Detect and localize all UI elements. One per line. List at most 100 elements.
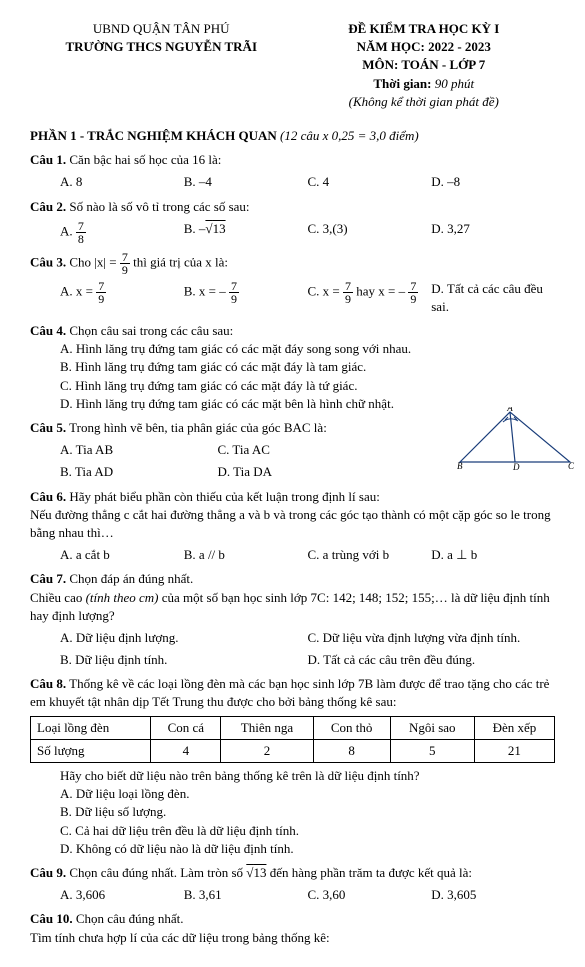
duration-line: Thời gian: 90 phút	[293, 75, 556, 93]
q3-c-mid: hay x = –	[353, 283, 408, 298]
q9-text-post: đến hàng phần trăm ta được kết quả là:	[266, 865, 472, 880]
q1-b: B. –4	[184, 173, 308, 191]
q8-c: C. Cả hai dữ liệu trên đều là dữ liệu đị…	[60, 822, 555, 840]
q2-a-den: 8	[76, 233, 86, 245]
q2-a-pre: A.	[60, 223, 76, 238]
q1-d: D. –8	[431, 173, 555, 191]
q2-b-rad: 13	[213, 221, 226, 236]
q3-text-pre: Cho |x| =	[69, 254, 119, 269]
q6-c: C. a trùng với b	[308, 546, 432, 564]
q7-b: B. Dữ liệu định tính.	[60, 651, 308, 669]
q2-a: A. 78	[60, 220, 184, 245]
part1-title: PHẦN 1 - TRẮC NGHIỆM KHÁCH QUAN (12 câu …	[30, 127, 555, 145]
q3-c-pre: C. x =	[308, 283, 344, 298]
q6-d: D. a ⊥ b	[431, 546, 555, 564]
q3-b: B. x = – 79	[184, 280, 308, 316]
q3-a: A. x = 79	[60, 280, 184, 316]
td-v3: 8	[313, 739, 390, 762]
duration-label: Thời gian:	[373, 76, 431, 91]
q3-b-num: 7	[229, 280, 239, 293]
th-type: Loại lồng đèn	[31, 716, 151, 739]
q1-text: Căn bậc hai số học của 16 là:	[69, 152, 221, 167]
q4-c: C. Hình lăng trụ đứng tam giác có các mặ…	[60, 377, 555, 395]
td-v1: 4	[151, 739, 221, 762]
q9-choices: A. 3,606 B. 3,61 C. 3,60 D. 3,605	[60, 886, 555, 904]
td-v5: 21	[474, 739, 554, 762]
part1-label: PHẦN 1 - TRẮC NGHIỆM KHÁCH QUAN	[30, 128, 277, 143]
q6-text: Hãy phát biểu phần còn thiếu của kết luậ…	[69, 489, 379, 504]
q5-choices: A. Tia AB C. Tia AC	[60, 441, 375, 459]
q9-rad: 13	[253, 865, 266, 880]
th-c2: Thiên nga	[221, 716, 313, 739]
q3-c: C. x = 79 hay x = – 79	[308, 280, 432, 316]
q3-a-den: 9	[96, 293, 106, 305]
question-5: Câu 5. Trong hình vẽ bên, tia phân giác …	[30, 419, 555, 482]
q7-line2-pre: Chiều cao	[30, 590, 86, 605]
duration-value: 90 phút	[435, 76, 474, 91]
q2-c: C. 3,(3)	[308, 220, 432, 245]
q5-b: B. Tia AD	[60, 463, 218, 481]
school-name: TRƯỜNG THCS NGUYỄN TRÃI	[30, 38, 293, 56]
q9-text-pre: Chọn câu đúng nhất. Làm tròn số	[69, 865, 246, 880]
table-row: Loại lồng đèn Con cá Thiên nga Con thỏ N…	[31, 716, 555, 739]
q3-c2-num: 7	[408, 280, 418, 293]
q7-choices1: A. Dữ liệu định lượng. C. Dữ liệu vừa đị…	[60, 629, 555, 647]
q3-den: 9	[120, 264, 130, 276]
q3-c1-num: 7	[343, 280, 353, 293]
question-9: Câu 9. Chọn câu đúng nhất. Làm tròn số √…	[30, 864, 555, 904]
question-6: Câu 6. Hãy phát biểu phần còn thiếu của …	[30, 488, 555, 565]
tri-B: B	[457, 461, 463, 471]
q5-a: A. Tia AB	[60, 441, 218, 459]
q7-choices2: B. Dữ liệu định tính. D. Tất cả các câu …	[60, 651, 555, 669]
q3-d: D. Tất cả các câu đều sai.	[431, 280, 555, 316]
q1-c: C. 4	[308, 173, 432, 191]
question-2: Câu 2. Số nào là số vô tỉ trong các số s…	[30, 198, 555, 245]
q2-b: B. –√13	[184, 220, 308, 245]
q1-a: A. 8	[60, 173, 184, 191]
q6-a: A. a cắt b	[60, 546, 184, 564]
q9-a: A. 3,606	[60, 886, 184, 904]
q6-label: Câu 6.	[30, 489, 66, 504]
td-v4: 5	[390, 739, 474, 762]
subject: MÔN: TOÁN - LỚP 7	[293, 56, 556, 74]
q4-b: B. Hình lăng trụ đứng tam giác có các mặ…	[60, 358, 555, 376]
td-v2: 2	[221, 739, 313, 762]
question-7: Câu 7. Chọn đáp án đúng nhất. Chiều cao …	[30, 570, 555, 669]
question-10: Câu 10. Chọn câu đúng nhất. Tìm tính chư…	[30, 910, 555, 946]
q10-line2: Tìm tính chưa hợp lí của các dữ liệu tro…	[30, 929, 555, 947]
question-3: Câu 3. Cho |x| = 79 thì giá trị của x là…	[30, 251, 555, 316]
school-year: NĂM HỌC: 2022 - 2023	[293, 38, 556, 56]
tri-D: D	[512, 462, 520, 472]
q10-label: Câu 10.	[30, 911, 73, 926]
question-4: Câu 4. Chọn câu sai trong các câu sau: A…	[30, 322, 555, 413]
td-qty: Số lượng	[31, 739, 151, 762]
th-c3: Con thỏ	[313, 716, 390, 739]
q4-a: A. Hình lăng trụ đứng tam giác có các mặ…	[60, 340, 555, 358]
q7-text: Chọn đáp án đúng nhất.	[69, 571, 193, 586]
q2-a-num: 7	[76, 220, 86, 233]
q9-label: Câu 9.	[30, 865, 66, 880]
question-8: Câu 8. Thống kê về các loại lồng đèn mà …	[30, 675, 555, 858]
q2-label: Câu 2.	[30, 199, 66, 214]
q3-a-num: 7	[96, 280, 106, 293]
triangle-diagram: A B C D	[455, 407, 575, 472]
duration-note: (Không kể thời gian phát đề)	[293, 93, 556, 111]
q1-choices: A. 8 B. –4 C. 4 D. –8	[60, 173, 555, 191]
q3-choices: A. x = 79 B. x = – 79 C. x = 79 hay x = …	[60, 280, 555, 316]
q8-a: A. Dữ liệu loại lồng đèn.	[60, 785, 555, 803]
q3-text-post: thì giá trị của x là:	[130, 254, 228, 269]
q2-b-pre: B. –	[184, 221, 206, 236]
q7-line2-it: (tính theo cm)	[86, 590, 159, 605]
tri-C: C	[568, 461, 575, 471]
th-c4: Ngôi sao	[390, 716, 474, 739]
q7-line2: Chiều cao (tính theo cm) của một số bạn …	[30, 589, 555, 625]
q4-text: Chọn câu sai trong các câu sau:	[69, 323, 233, 338]
q4-label: Câu 4.	[30, 323, 66, 338]
q2-choices: A. 78 B. –√13 C. 3,(3) D. 3,27	[60, 220, 555, 245]
q5-choices2: B. Tia AD D. Tia DA	[60, 463, 375, 481]
page-header: UBND QUẬN TÂN PHÚ TRƯỜNG THCS NGUYỄN TRÃ…	[30, 20, 555, 111]
q5-text: Trong hình vẽ bên, tia phân giác của góc…	[69, 420, 327, 435]
q3-c1-den: 9	[343, 293, 353, 305]
header-right: ĐỀ KIỂM TRA HỌC KỲ I NĂM HỌC: 2022 - 202…	[293, 20, 556, 111]
org-line: UBND QUẬN TÂN PHÚ	[30, 20, 293, 38]
